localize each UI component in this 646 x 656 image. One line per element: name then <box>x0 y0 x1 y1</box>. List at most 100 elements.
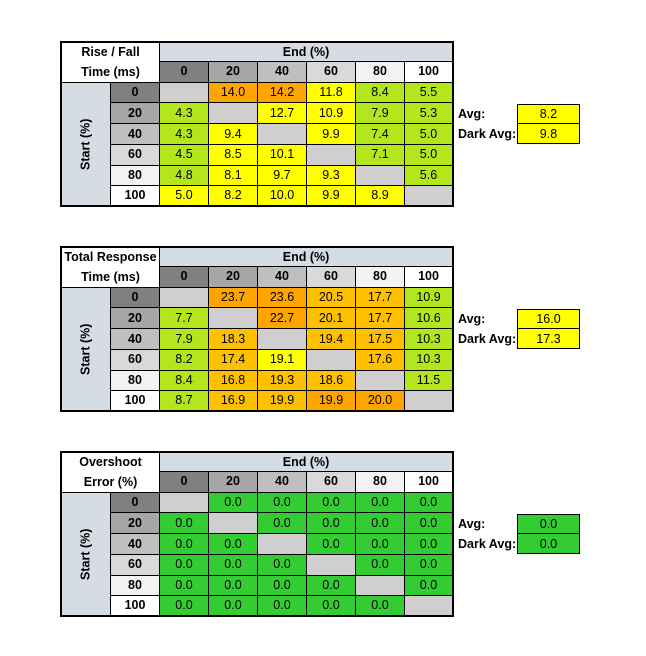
table-cell: 0.0 <box>209 534 258 555</box>
column-header: 100 <box>405 61 454 83</box>
start-header: Start (%) <box>60 82 111 207</box>
table-cell: 0.0 <box>307 534 356 555</box>
column-header: 0 <box>160 266 209 288</box>
table-cell: 18.3 <box>209 329 258 350</box>
start-header-label: Start (%) <box>78 118 93 170</box>
column-header: 0 <box>160 61 209 83</box>
table-title: Rise / Fall Time (ms) <box>60 41 160 83</box>
table-cell: 0.0 <box>356 596 405 617</box>
table-cell: 10.9 <box>405 287 454 309</box>
dark-avg-label: Dark Avg: <box>458 537 517 552</box>
row-header: 60 <box>111 554 160 576</box>
table-cell: 10.1 <box>258 144 307 166</box>
row-header: 100 <box>111 596 160 617</box>
table-cell: 9.9 <box>307 186 356 207</box>
table-cell: 0.0 <box>356 534 405 555</box>
table-cell: 19.9 <box>307 391 356 412</box>
table-cell: 10.6 <box>405 308 454 329</box>
end-header: End (%) <box>160 41 454 62</box>
table-cell <box>209 308 258 329</box>
table-cell: 7.7 <box>160 308 209 329</box>
table-cell: 8.2 <box>160 349 209 371</box>
table-title-line2: Error (%) <box>83 475 138 490</box>
table-cell: 8.2 <box>209 186 258 207</box>
table-cell: 9.3 <box>307 165 356 187</box>
table-cell <box>258 329 307 350</box>
table-cell: 5.0 <box>405 144 454 166</box>
start-header-label: Start (%) <box>78 528 93 580</box>
dark-avg-label: Dark Avg: <box>458 127 517 142</box>
table-cell <box>258 534 307 555</box>
table-cell: 0.0 <box>209 575 258 597</box>
dark-avg-value: 9.8 <box>517 124 580 145</box>
column-header: 20 <box>209 471 258 493</box>
table-cell <box>258 124 307 145</box>
table-cell: 20.0 <box>356 391 405 412</box>
table-cell: 8.5 <box>209 144 258 166</box>
row-header: 0 <box>111 492 160 514</box>
table-cell: 4.5 <box>160 144 209 166</box>
column-header: 0 <box>160 471 209 493</box>
table-cell <box>356 575 405 597</box>
table-cell: 10.3 <box>405 349 454 371</box>
table-cell: 4.3 <box>160 103 209 124</box>
column-header: 40 <box>258 61 307 83</box>
dark-avg-value: 17.3 <box>517 329 580 350</box>
table-cell: 0.0 <box>160 596 209 617</box>
table-cell: 11.5 <box>405 370 454 392</box>
column-header: 80 <box>356 61 405 83</box>
table-cell: 0.0 <box>307 492 356 514</box>
table-cell <box>356 370 405 392</box>
avg-label: Avg: <box>458 312 486 327</box>
table-cell: 0.0 <box>160 575 209 597</box>
dark-avg-value: 0.0 <box>517 534 580 555</box>
table-cell <box>405 391 454 412</box>
table-cell: 17.4 <box>209 349 258 371</box>
table-cell <box>160 287 209 309</box>
table-cell: 5.5 <box>405 82 454 104</box>
table-cell: 0.0 <box>405 575 454 597</box>
table-cell <box>405 186 454 207</box>
table-cell <box>209 513 258 534</box>
table-cell: 5.3 <box>405 103 454 124</box>
table-cell: 0.0 <box>405 513 454 534</box>
table-cell: 0.0 <box>405 534 454 555</box>
table-cell <box>160 492 209 514</box>
table-cell: 0.0 <box>160 534 209 555</box>
table-cell: 22.7 <box>258 308 307 329</box>
table-cell: 8.9 <box>356 186 405 207</box>
table-cell <box>307 349 356 371</box>
table-cell <box>307 554 356 576</box>
start-header: Start (%) <box>60 492 111 617</box>
column-header: 100 <box>405 471 454 493</box>
table-cell: 0.0 <box>356 513 405 534</box>
table-cell: 0.0 <box>209 554 258 576</box>
overshoot-table: Overshoot Error (%) End (%) 0 20 40 60 80 100 Sta… <box>60 451 456 617</box>
column-header: 100 <box>405 266 454 288</box>
table-cell: 19.4 <box>307 329 356 350</box>
table-title-line1: Rise / Fall <box>81 45 140 60</box>
end-header: End (%) <box>160 246 454 267</box>
table-cell <box>405 596 454 617</box>
table-cell: 8.4 <box>356 82 405 104</box>
table-title: Total Response Time (ms) <box>60 246 160 288</box>
table-cell: 0.0 <box>258 513 307 534</box>
table-cell: 9.4 <box>209 124 258 145</box>
row-header: 80 <box>111 575 160 597</box>
table-cell: 0.0 <box>258 575 307 597</box>
column-header: 40 <box>258 471 307 493</box>
table-cell: 19.1 <box>258 349 307 371</box>
table-cell: 0.0 <box>307 513 356 534</box>
table-cell: 8.1 <box>209 165 258 187</box>
table-cell: 8.4 <box>160 370 209 392</box>
row-header: 20 <box>111 513 160 534</box>
table-cell: 9.7 <box>258 165 307 187</box>
avg-label: Avg: <box>458 517 486 532</box>
table-cell: 0.0 <box>258 596 307 617</box>
table-cell: 7.4 <box>356 124 405 145</box>
table-cell: 10.3 <box>405 329 454 350</box>
avg-value: 8.2 <box>517 104 580 125</box>
table-cell: 23.7 <box>209 287 258 309</box>
column-header: 60 <box>307 61 356 83</box>
table-title-line1: Overshoot <box>79 455 142 470</box>
